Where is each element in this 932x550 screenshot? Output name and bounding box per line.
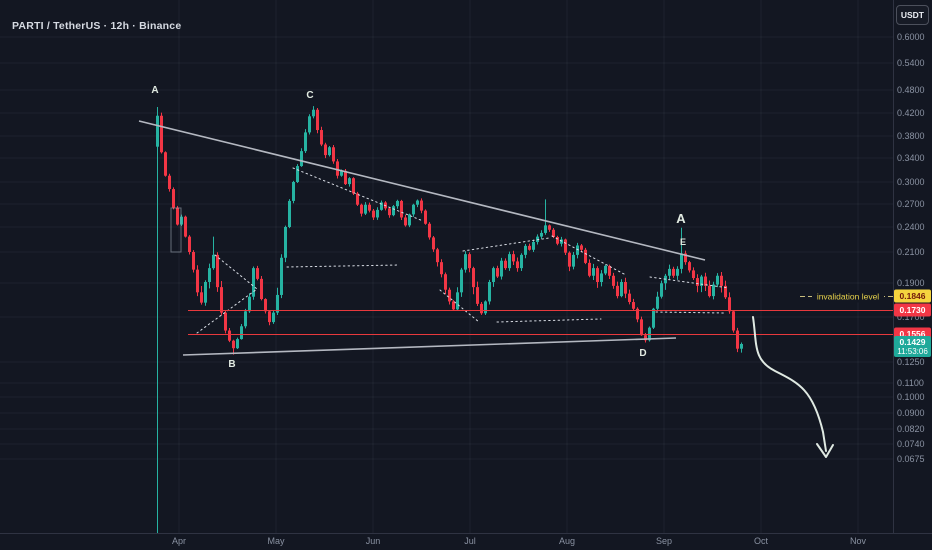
- candlestick-series[interactable]: [156, 106, 743, 533]
- currency-toggle-button[interactable]: USDT: [895, 5, 929, 25]
- price-axis-label: 0.0675: [897, 454, 925, 464]
- price-axis-label: 0.3000: [897, 177, 925, 187]
- time-axis-label: Oct: [754, 536, 769, 546]
- dashed-pattern-line: [649, 276, 730, 289]
- price-badge: [894, 289, 931, 303]
- price-badge: [894, 303, 931, 317]
- price-axis-label: 0.0900: [897, 408, 925, 418]
- wave-letter: D: [639, 348, 646, 359]
- price-badge-text: 0.1730: [900, 305, 926, 315]
- dashed-pattern-line: [496, 318, 602, 323]
- dashed-pattern-line: [286, 264, 400, 268]
- dashed-pattern-line: [439, 289, 480, 323]
- wave-letter: C: [306, 90, 313, 101]
- price-axis-label: 0.1250: [897, 357, 925, 367]
- time-axis-label: May: [267, 536, 285, 546]
- projection-arrow: [752, 316, 834, 458]
- dashed-pattern-line: [214, 254, 258, 290]
- price-axis-label: 0.4200: [897, 108, 925, 118]
- last-price-badge: [894, 336, 931, 357]
- trendline: [182, 337, 677, 356]
- price-levels[interactable]: invalidation level: [188, 290, 893, 335]
- dashed-pattern-line: [292, 167, 424, 222]
- time-axis-label: Aug: [559, 536, 575, 546]
- price-axis-label: 0.2700: [897, 199, 925, 209]
- time-axis-label: Apr: [172, 536, 186, 546]
- price-axis-label: 0.1900: [897, 278, 925, 288]
- arrow-head: [816, 443, 834, 458]
- price-axis-label: 0.3400: [897, 153, 925, 163]
- price-axis-label: 0.1000: [897, 392, 925, 402]
- wave-letter: B: [228, 359, 235, 370]
- price-axis-label: 0.0820: [897, 424, 925, 434]
- time-axis-label: Nov: [850, 536, 867, 546]
- symbol-title[interactable]: PARTI / TetherUS · 12h · Binance: [12, 20, 182, 32]
- price-axis-label: 0.2400: [897, 222, 925, 232]
- price-axis-label: 0.1700: [897, 312, 925, 322]
- arrow-curve: [752, 316, 827, 452]
- time-axis-label: Sep: [656, 536, 672, 546]
- chart-grid: [0, 0, 893, 533]
- dashed-pattern-line: [655, 311, 725, 314]
- wave-letter: A: [676, 211, 686, 226]
- price-axis-label: 0.0740: [897, 439, 925, 449]
- time-axis-label: Jun: [366, 536, 381, 546]
- measure-box: [170, 207, 182, 253]
- price-axis-label: 0.6000: [897, 32, 925, 42]
- price-axis-label: 0.4800: [897, 85, 925, 95]
- trendline: [138, 120, 706, 261]
- price-axis-label: 0.2100: [897, 247, 925, 257]
- price-axis-label: 0.5400: [897, 58, 925, 68]
- last-price-value: 0.1429: [900, 337, 926, 347]
- wave-letter: E: [680, 237, 686, 247]
- price-axis-label: 0.1100: [897, 378, 924, 388]
- wave-letter: A: [151, 85, 158, 96]
- price-badge-text: 0.1556: [900, 329, 926, 339]
- time-axis-label: Jul: [464, 536, 476, 546]
- last-price-countdown: 11:53:06: [897, 347, 928, 356]
- price-badge-text: 0.1846: [900, 291, 926, 301]
- dashed-pattern-line: [462, 237, 550, 252]
- price-axis-label: 0.3800: [897, 131, 925, 141]
- wave-labels: A B C D A E: [151, 85, 686, 370]
- pattern-drawings: [138, 120, 730, 356]
- invalidation-label: invalidation level: [817, 292, 879, 302]
